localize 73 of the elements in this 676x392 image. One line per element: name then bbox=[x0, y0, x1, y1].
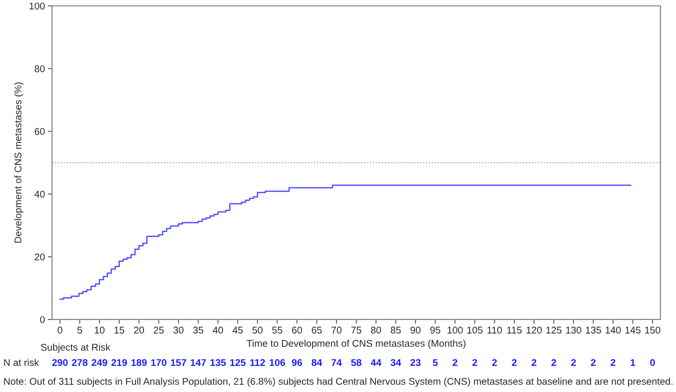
x-tick-label: 95 bbox=[430, 326, 440, 334]
text: N at risk bbox=[4, 358, 40, 366]
text: 2 bbox=[551, 359, 556, 366]
x-axis-title: Time to Development of CNS metastases (Months) bbox=[246, 340, 466, 349]
text: Subjects at Risk bbox=[41, 344, 110, 353]
y-axis-title: Development of CNS metastases (%) bbox=[14, 82, 24, 243]
text: 189 bbox=[131, 359, 147, 366]
x-tick-label: 120 bbox=[526, 326, 542, 334]
text: 58 bbox=[351, 359, 362, 366]
text: 106 bbox=[270, 359, 285, 366]
x-tick-label: 110 bbox=[488, 326, 502, 334]
text: 2 bbox=[571, 359, 576, 366]
text: 147 bbox=[190, 359, 206, 366]
x-tick-label: 115 bbox=[507, 326, 522, 334]
x-tick-label: 70 bbox=[332, 326, 342, 334]
y-tick-label: 100 bbox=[30, 2, 45, 10]
y-tick-label: 40 bbox=[34, 190, 45, 198]
text: 2 bbox=[532, 359, 536, 366]
y-tick-label: 0 bbox=[40, 316, 45, 324]
text: Note: Out of 311 subjects in Full Analysis Population, 21 (6.8%) subjects had Central Nervous System (CNS) metastases at baseline and are not presented. bbox=[4, 378, 672, 387]
x-tick-label: 45 bbox=[232, 326, 243, 334]
x-tick-label: 15 bbox=[114, 326, 124, 334]
x-tick-label: 135 bbox=[586, 326, 601, 334]
text: 2 bbox=[610, 359, 616, 366]
text: 290 bbox=[52, 359, 68, 366]
text: 2 bbox=[452, 359, 458, 366]
x-tick-label: 0 bbox=[58, 326, 62, 334]
text: 170 bbox=[151, 359, 166, 366]
x-tick-label: 25 bbox=[154, 326, 164, 334]
text: 249 bbox=[92, 359, 108, 366]
x-tick-label: 30 bbox=[173, 326, 184, 334]
x-tick-label: 100 bbox=[448, 326, 463, 334]
x-tick-label: 10 bbox=[94, 326, 104, 334]
x-tick-label: 85 bbox=[390, 326, 401, 334]
text: 2 bbox=[590, 359, 596, 366]
text: 278 bbox=[72, 359, 88, 366]
x-tick-label: 35 bbox=[193, 326, 204, 334]
x-tick-label: 80 bbox=[371, 326, 382, 334]
text: 96 bbox=[292, 359, 302, 366]
x-tick-label: 5 bbox=[77, 326, 82, 334]
text: 2 bbox=[512, 359, 517, 366]
text: 74 bbox=[332, 359, 342, 366]
x-tick-label: 75 bbox=[351, 326, 362, 334]
text: 84 bbox=[312, 359, 322, 366]
x-tick-label: 55 bbox=[272, 326, 282, 334]
text: 219 bbox=[111, 359, 127, 366]
y-tick-label: 80 bbox=[34, 65, 45, 72]
x-tick-label: 145 bbox=[625, 326, 640, 334]
text: 5 bbox=[432, 359, 438, 366]
y-tick-label: 60 bbox=[34, 128, 45, 135]
x-tick-label: 125 bbox=[546, 326, 562, 334]
x-tick-label: 60 bbox=[292, 326, 302, 334]
x-tick-label: 90 bbox=[410, 326, 421, 334]
y-tick-label: 20 bbox=[34, 253, 45, 260]
text: 125 bbox=[230, 359, 246, 366]
text: 157 bbox=[170, 359, 186, 366]
x-tick-label: 105 bbox=[467, 326, 482, 334]
text: 2 bbox=[472, 359, 478, 366]
text: 135 bbox=[210, 359, 226, 366]
x-tick-label: 140 bbox=[606, 326, 621, 334]
text: 44 bbox=[370, 359, 382, 366]
x-tick-label: 150 bbox=[645, 326, 660, 334]
x-tick-label: 50 bbox=[252, 326, 263, 334]
text: 112 bbox=[250, 359, 265, 366]
x-tick-label: 65 bbox=[312, 326, 322, 334]
text: 1 bbox=[630, 359, 636, 366]
text: 2 bbox=[492, 359, 497, 366]
text: 0 bbox=[650, 359, 655, 366]
x-tick-label: 130 bbox=[566, 326, 582, 334]
x-tick-label: 20 bbox=[134, 326, 144, 334]
text: 23 bbox=[410, 359, 421, 366]
text: 34 bbox=[390, 359, 402, 366]
x-tick-label: 40 bbox=[212, 326, 224, 334]
